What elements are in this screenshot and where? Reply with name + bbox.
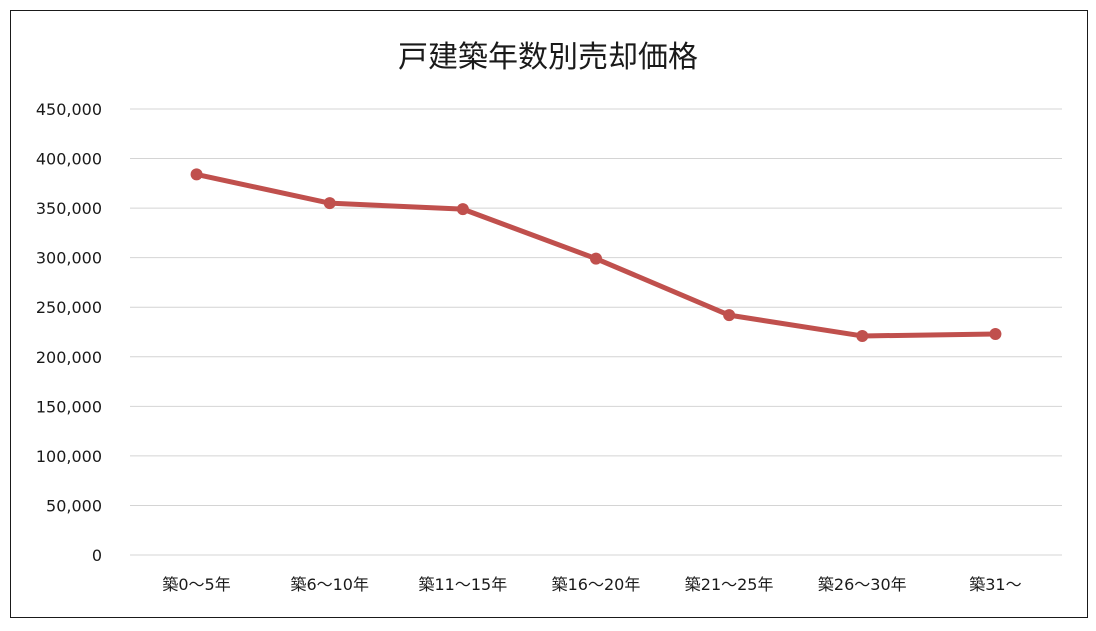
chart-title: 戸建築年数別売却価格 [398,40,698,75]
y-tick-label: 150,000 [36,397,102,416]
x-tick-label: 築6〜10年 [290,575,369,594]
y-tick-label: 50,000 [46,496,102,515]
x-tick-label: 築0〜5年 [162,575,230,594]
data-series [190,168,1002,342]
y-tick-label: 300,000 [36,249,102,268]
x-tick-label: 築31〜 [969,575,1021,594]
y-tick-label: 350,000 [36,199,102,218]
data-point [856,329,869,342]
data-point [190,168,203,181]
x-tick-label: 築16〜20年 [552,575,641,594]
y-tick-label: 100,000 [36,447,102,466]
data-point [989,327,1002,340]
y-tick-label: 400,000 [36,150,102,169]
data-point [456,203,469,216]
data-point [323,197,336,210]
x-tick-label: 築26〜30年 [818,575,907,594]
grid-lines [130,108,1062,556]
y-axis-labels: 0 50,000 100,000 150,000 200,000 250,000 300,0… [36,100,102,565]
data-point [723,309,736,322]
y-tick-label: 450,000 [36,100,102,119]
y-tick-label: 250,000 [36,298,102,317]
x-tick-label: 築21〜25年 [685,575,774,594]
data-point [590,252,602,265]
y-tick-label: 0 [92,546,102,565]
x-tick-label: 築11〜15年 [418,575,507,594]
x-axis-labels: 築0〜5年 築6〜10年 築11〜15年 築16〜20年 築21〜25年 築26〜30年 築… [162,575,1021,594]
y-tick-label: 200,000 [36,348,102,367]
chart-frame [10,10,1088,618]
